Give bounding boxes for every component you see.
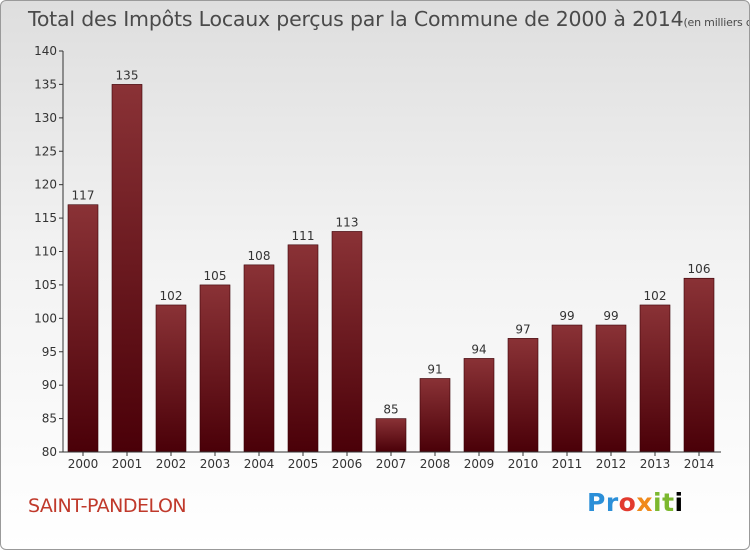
y-tick-label: 85 xyxy=(42,412,57,426)
y-tick-label: 120 xyxy=(34,178,57,192)
x-tick-label: 2008 xyxy=(420,457,451,471)
bar xyxy=(595,324,627,453)
x-tick-label: 2014 xyxy=(684,457,715,471)
bar xyxy=(507,338,539,453)
x-tick-label: 2007 xyxy=(376,457,407,471)
bar xyxy=(199,284,231,453)
bar xyxy=(683,277,715,453)
y-tick-label: 80 xyxy=(42,445,57,459)
bar xyxy=(111,84,143,453)
proxiti-logo: Proxiti xyxy=(587,488,684,517)
bar xyxy=(639,304,671,453)
x-tick-label: 2013 xyxy=(640,457,671,471)
commune-name: SAINT-PANDELON xyxy=(28,495,187,517)
y-tick-label: 110 xyxy=(34,245,57,259)
bar-value-label: 108 xyxy=(248,249,271,263)
bar-value-label: 94 xyxy=(471,342,486,356)
x-tick-label: 2009 xyxy=(464,457,495,471)
bar xyxy=(331,231,363,453)
chart-title: Total des Impôts Locaux perçus par la Co… xyxy=(28,7,749,31)
bar-value-label: 106 xyxy=(688,262,711,276)
x-tick-label: 2000 xyxy=(68,457,99,471)
bar xyxy=(155,304,187,453)
x-tick-label: 2003 xyxy=(200,457,231,471)
y-axis: 80 85 90 95 100 105 110 115 120 125 130 135 140 xyxy=(34,44,64,459)
bar-value-label: 91 xyxy=(427,362,442,376)
bar xyxy=(463,358,495,453)
bar-value-label: 99 xyxy=(603,309,618,323)
bar xyxy=(375,418,407,453)
y-tick-label: 105 xyxy=(34,278,57,292)
bar-value-label: 117 xyxy=(72,189,95,203)
bar xyxy=(287,244,319,453)
bar-value-label: 102 xyxy=(160,289,183,303)
x-tick-label: 2012 xyxy=(596,457,627,471)
x-tick-label: 2010 xyxy=(508,457,539,471)
x-axis: 2000 2001 2002 2003 2004 2005 2006 2007 2008 2009… xyxy=(63,451,721,471)
x-tick-label: 2011 xyxy=(552,457,583,471)
y-tick-label: 100 xyxy=(34,311,57,325)
x-tick-label: 2006 xyxy=(332,457,363,471)
bar xyxy=(67,204,99,453)
bar-value-label: 99 xyxy=(559,309,574,323)
x-tick-label: 2005 xyxy=(288,457,319,471)
x-tick-label: 2001 xyxy=(112,457,143,471)
y-tick-label: 95 xyxy=(42,345,57,359)
bar-value-label: 105 xyxy=(204,269,227,283)
bar xyxy=(551,324,583,453)
y-tick-label: 130 xyxy=(34,111,57,125)
bar-value-label: 113 xyxy=(336,215,359,229)
bars-group: 117 135 102 105 108 111 113 85 91 94 97 99 99 102 106 xyxy=(67,68,715,453)
y-tick-label: 90 xyxy=(42,378,57,392)
chart-title-main: Total des Impôts Locaux perçus par la Co… xyxy=(28,7,684,31)
x-tick-label: 2004 xyxy=(244,457,275,471)
x-tick-label: 2002 xyxy=(156,457,187,471)
y-tick-label: 115 xyxy=(34,211,57,225)
y-tick-label: 135 xyxy=(34,77,57,91)
bar-value-label: 85 xyxy=(383,403,398,417)
y-tick-label: 140 xyxy=(34,44,57,58)
bar-value-label: 97 xyxy=(515,322,530,336)
bar-value-label: 111 xyxy=(292,229,315,243)
bar-value-label: 102 xyxy=(644,289,667,303)
bar-value-label: 135 xyxy=(116,68,139,82)
chart-title-unit: (en milliers d'€) xyxy=(683,16,749,29)
bar xyxy=(243,264,275,453)
bar xyxy=(419,378,451,453)
y-tick-label: 125 xyxy=(34,144,57,158)
